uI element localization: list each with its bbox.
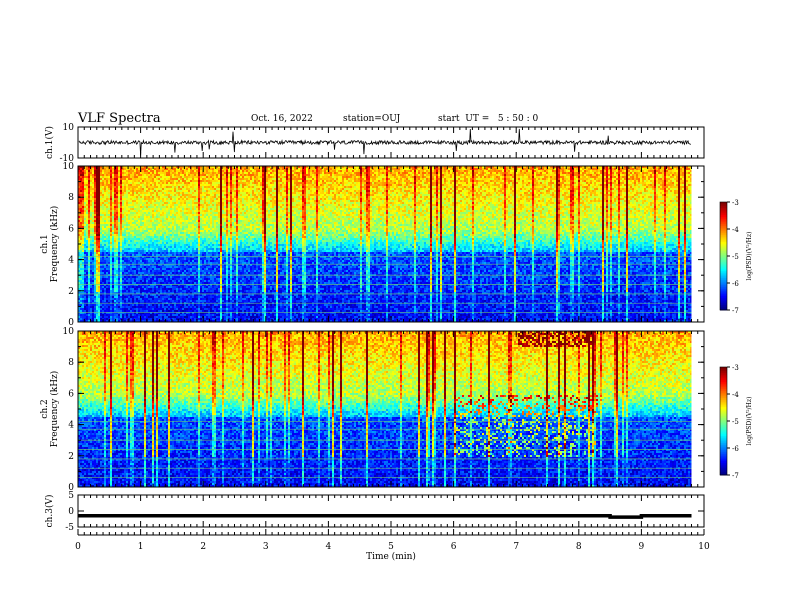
ch3-level-ytick-label: 5	[68, 491, 74, 501]
ch1-spectrogram-colorbar-tick-label: -4	[732, 226, 739, 234]
ch1-spectrogram-image	[78, 166, 692, 322]
ch1-spectrogram-ytick-label: 0	[68, 318, 74, 328]
x-tick-label: 6	[451, 542, 457, 552]
ch2-spectrogram-colorbar-tick-label: -5	[732, 418, 739, 426]
x-tick-label: 1	[138, 542, 144, 552]
ch2-spectrogram-ytick-label: 6	[68, 389, 74, 399]
date-label: Oct. 16, 2022	[251, 114, 313, 124]
ch2-spectrogram-colorbar-tick-label: -4	[732, 391, 739, 399]
ch1-spectrogram-colorbar-tick-label: -3	[732, 199, 739, 207]
ch2-spectrogram-colorbar-label: log(PSD)(V²/Hz)	[746, 397, 753, 446]
ch1-spectrogram-colorbar-tick-label: -6	[732, 280, 739, 288]
ch3-level-line	[78, 514, 692, 519]
ch2-spectrogram-colorbar-tick-label: -7	[732, 472, 739, 480]
x-tick-label: 4	[326, 542, 332, 552]
ch1-spectrogram-ylabel: ch.1Frequency (kHz)	[40, 206, 60, 283]
ch2-spectrogram-ytick-label: 10	[63, 327, 75, 337]
ch2-spectrogram-colorbar-tick-label: -3	[732, 364, 739, 372]
ch1-waveform-ytick-label: 10	[63, 123, 75, 133]
ch1-spectrogram-colorbar-label: log(PSD)(V²/Hz)	[746, 232, 753, 281]
x-tick-label: 7	[513, 542, 519, 552]
x-tick-label: 2	[200, 542, 206, 552]
ch1-spectrogram-ytick-label: 6	[68, 224, 74, 234]
x-axis-label: Time (min)	[366, 551, 416, 562]
ch2-spectrogram-ytick-label: 2	[68, 452, 74, 462]
ch2-spectrogram-ytick-label: 0	[68, 483, 74, 493]
x-tick-label: 9	[639, 542, 645, 552]
ch1-waveform-line	[78, 128, 691, 156]
ch2-spectrogram-nodata	[691, 331, 704, 487]
ch1-spectrogram-colorbar-tick-label: -5	[732, 253, 739, 261]
x-tick-label: 10	[698, 542, 710, 552]
ch2-spectrogram-ylabel: ch.2Frequency (kHz)	[40, 371, 60, 448]
ch1-spectrogram-ytick-label: 8	[68, 193, 74, 203]
ch1-spectrogram-ytick-label: 4	[68, 256, 74, 266]
start-time-label: start UT = 5 : 50 : 0	[438, 114, 538, 124]
ch1-waveform-ylabel: ch.1(V)	[44, 126, 55, 159]
x-tick-label: 8	[576, 542, 582, 552]
ch2-spectrogram-colorbar-tick-label: -6	[732, 445, 739, 453]
ch1-spectrogram-ytick-label: 2	[68, 287, 74, 297]
ch2-spectrogram-ytick-label: 8	[68, 358, 74, 368]
ch1-waveform-ytick-label: -10	[60, 154, 75, 164]
ch1-spectrogram-ytick-label: 10	[63, 162, 75, 172]
station-label: station=OUJ	[343, 114, 400, 124]
ch1-spectrogram-colorbar-tick-label: -7	[732, 307, 739, 315]
ch3-level-ytick-label: 0	[68, 507, 74, 517]
x-tick-label: 3	[263, 542, 269, 552]
ch1-spectrogram-colorbar	[719, 201, 728, 311]
x-tick-label: 0	[75, 542, 81, 552]
ch1-spectrogram-nodata	[691, 166, 704, 322]
ch2-spectrogram-colorbar	[719, 366, 728, 476]
chart-title: VLF Spectra	[78, 111, 161, 126]
ch3-level-ytick-label: -5	[65, 523, 74, 533]
ch3-level-ylabel: ch.3(V)	[44, 495, 55, 528]
ch2-spectrogram-ytick-label: 4	[68, 421, 74, 431]
ch2-spectrogram-image	[78, 331, 692, 487]
x-tick-label: 5	[388, 542, 394, 552]
